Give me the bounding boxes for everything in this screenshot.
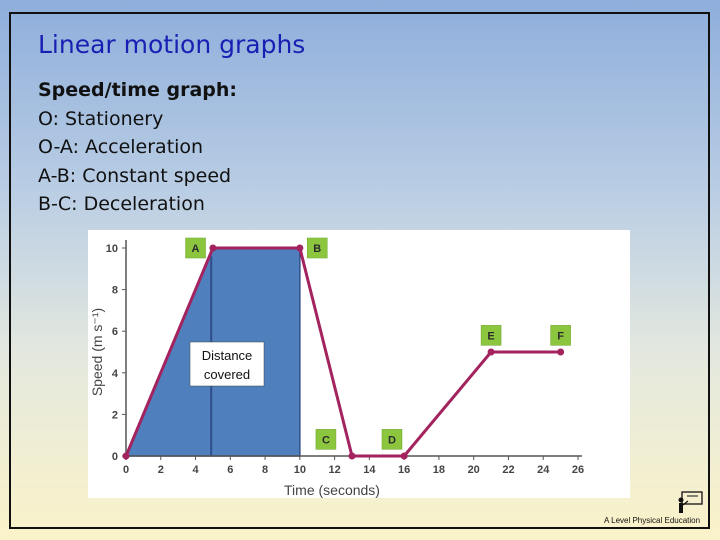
area-label-box: [189, 341, 265, 387]
x-tick-label: 0: [123, 464, 129, 476]
y-tick-label: 6: [112, 326, 118, 338]
point-label-box: [306, 237, 328, 259]
point-label-text: A: [192, 243, 200, 255]
bullet-line: O-A: Acceleration: [38, 136, 204, 158]
point-label-text: B: [313, 243, 321, 255]
data-point: [209, 244, 217, 252]
data-point: [122, 452, 130, 460]
y-tick-label: 2: [112, 409, 118, 421]
data-point: [348, 452, 356, 460]
data-point: [557, 348, 565, 356]
x-tick-label: 18: [433, 464, 445, 476]
x-tick-label: 6: [227, 464, 233, 476]
x-axis-label: Time (seconds): [284, 482, 380, 498]
x-tick-label: 22: [502, 464, 514, 476]
x-tick-label: 8: [262, 464, 268, 476]
point-label-box: [550, 325, 571, 346]
x-tick-label: 14: [363, 464, 376, 476]
logo: A Level Physical Education: [604, 490, 712, 530]
bullet-line: O: Stationery: [38, 107, 164, 130]
point-label-text: E: [487, 330, 494, 342]
data-point: [296, 244, 304, 252]
point-label-box: [480, 325, 502, 346]
logo-text: A Level Physical Education: [604, 516, 701, 525]
data-point: [400, 452, 408, 460]
y-tick-label: 4: [112, 368, 119, 380]
x-tick-label: 2: [158, 464, 164, 476]
point-label-box: [315, 429, 337, 450]
slide-frame: [9, 12, 710, 529]
x-tick-label: 16: [398, 464, 410, 476]
graph-heading: Speed/time graph:: [38, 79, 238, 101]
bullet-line: A-B: Constant speed: [38, 164, 232, 187]
area-label-text: covered: [204, 367, 250, 382]
point-label-text: C: [322, 434, 330, 446]
x-tick-label: 12: [328, 464, 340, 476]
x-tick-label: 20: [468, 464, 480, 476]
data-point: [487, 348, 495, 356]
x-tick-label: 26: [572, 464, 584, 476]
y-axis-label: Speed (m s⁻¹): [89, 308, 105, 396]
bullet-line: B-C: Deceleration: [38, 193, 205, 215]
point-label-box: [381, 429, 403, 450]
slide-title: Linear motion graphs: [38, 30, 306, 59]
speed-time-chart: Distance covered 0 2 4 6 8 10 12 14 16 18 20 22 24 26 0 2…: [88, 230, 630, 498]
point-label-text: D: [388, 434, 396, 446]
y-tick-label: 0: [112, 451, 118, 463]
slide-body: Speed/time graph: O: Stationery O-A: Acc…: [38, 76, 237, 219]
x-tick-label: 4: [192, 464, 199, 476]
area-label-text: Distance: [202, 348, 253, 363]
y-tick-label: 10: [106, 243, 118, 255]
y-tick-label: 8: [112, 285, 118, 297]
lectern-icon: [678, 491, 703, 513]
x-tick-label: 10: [294, 464, 306, 476]
point-label-box: [185, 237, 206, 259]
point-label-text: F: [557, 330, 564, 342]
x-tick-label: 24: [537, 464, 550, 476]
